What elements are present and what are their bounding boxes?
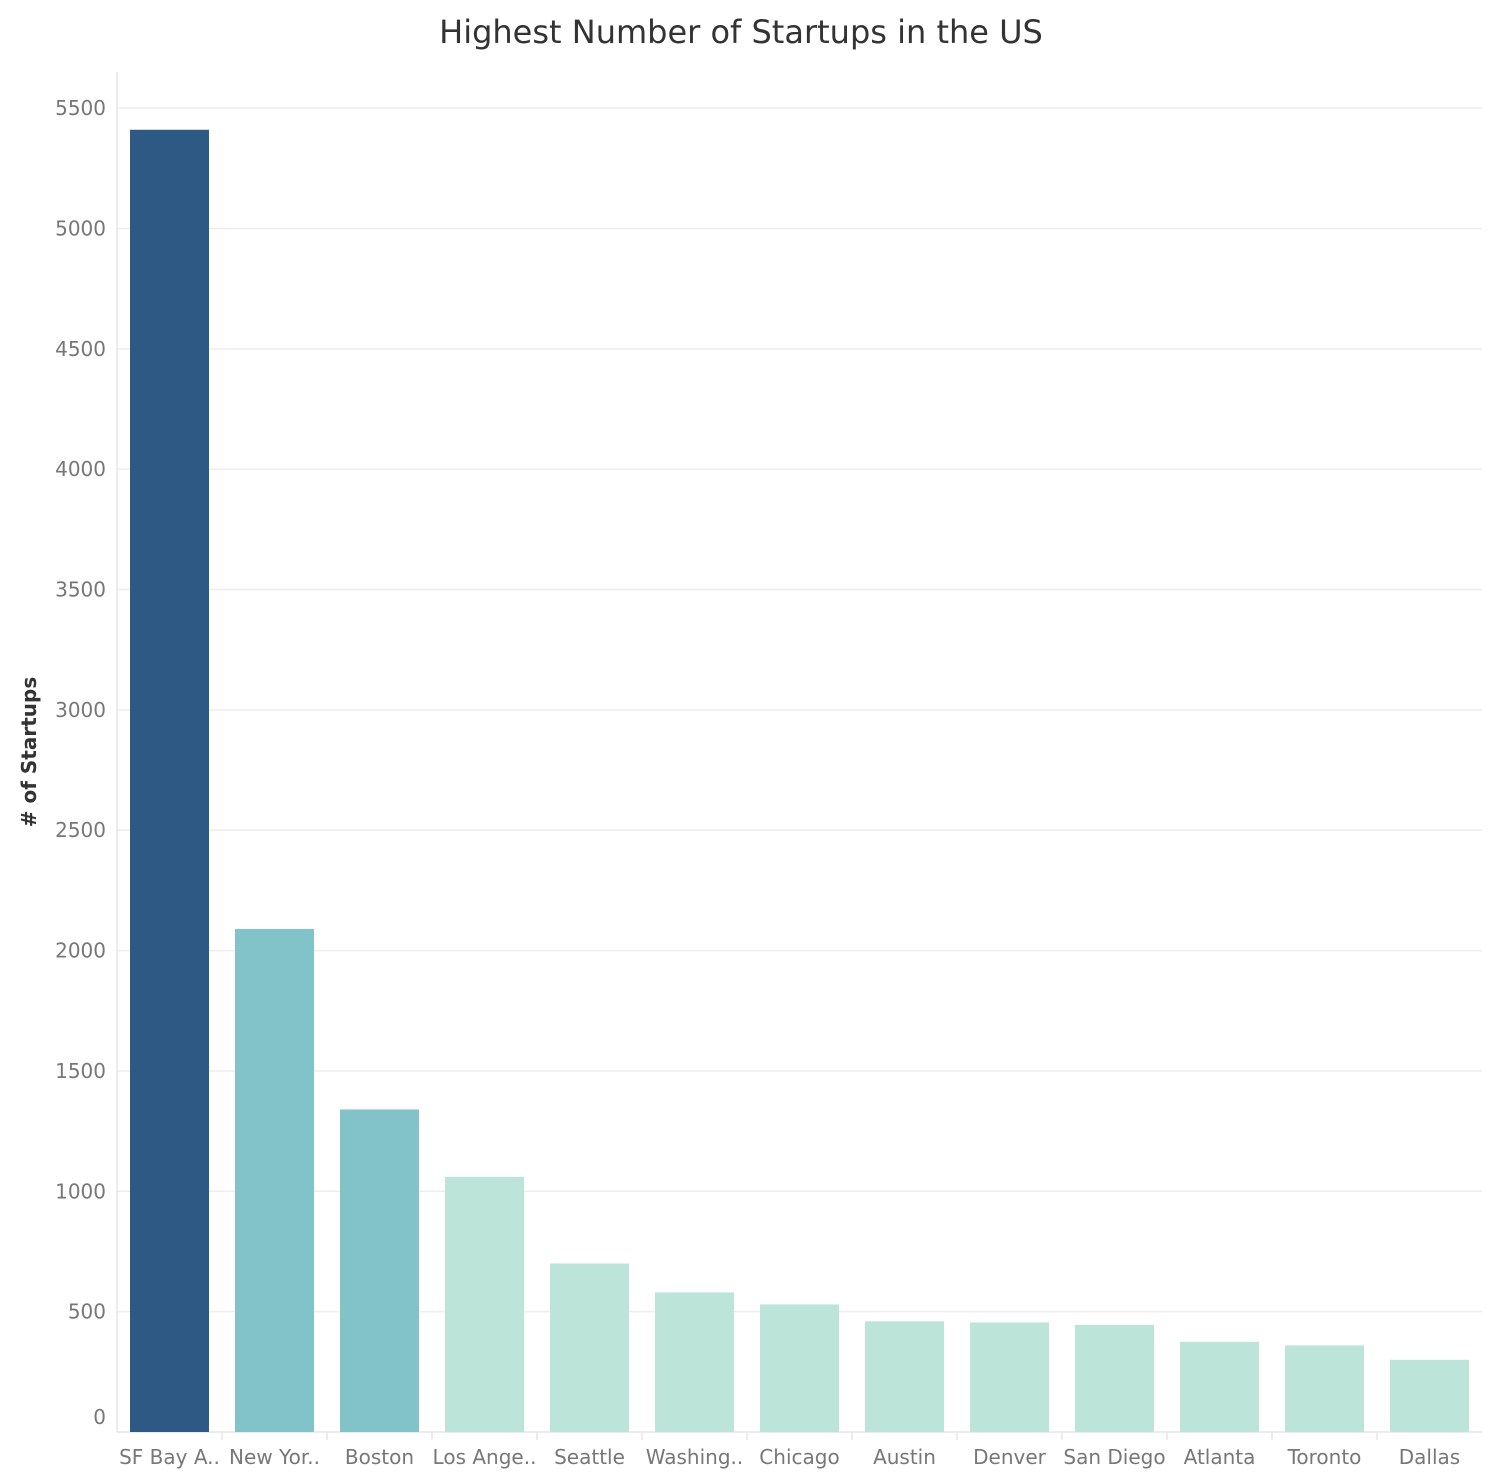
- y-tick-label: 4000: [55, 457, 106, 481]
- x-tick-label: Austin: [873, 1445, 936, 1469]
- y-tick-label: 5000: [55, 216, 106, 240]
- bars: [130, 129, 1469, 1433]
- x-tick-label: Denver: [973, 1445, 1047, 1469]
- gridlines: [117, 107, 1482, 1313]
- x-tick-label: Boston: [345, 1445, 414, 1469]
- x-tick-label: Seattle: [554, 1445, 625, 1469]
- bar[interactable]: [1075, 1324, 1154, 1432]
- axes: [116, 72, 1482, 1440]
- x-tick-label: New Yor..: [229, 1445, 320, 1469]
- x-tick-label: SF Bay A..: [119, 1445, 220, 1469]
- y-tick-label: 2500: [55, 818, 106, 842]
- bar[interactable]: [445, 1176, 524, 1432]
- x-tick-label: Los Ange..: [433, 1445, 537, 1469]
- bar[interactable]: [235, 928, 314, 1432]
- bar[interactable]: [340, 1109, 419, 1432]
- y-tick-label: 0: [93, 1405, 106, 1429]
- bar[interactable]: [865, 1321, 944, 1432]
- y-tick-label: 3000: [55, 698, 106, 722]
- x-tick-labels: SF Bay A.. New Yor.. Boston Los Ange.. Seatt…: [119, 1445, 1460, 1469]
- bar[interactable]: [130, 129, 209, 1433]
- y-tick-label: 2000: [55, 939, 106, 963]
- bar[interactable]: [655, 1292, 734, 1432]
- x-tick-label: Chicago: [759, 1445, 839, 1469]
- x-tick-label: San Diego: [1063, 1445, 1165, 1469]
- y-tick-label: 1000: [55, 1179, 106, 1203]
- y-tick-label: 1500: [55, 1059, 106, 1083]
- x-tick-label: Dallas: [1399, 1445, 1460, 1469]
- chart-title: Highest Number of Startups in the US: [439, 13, 1043, 51]
- y-tick-label: 5500: [55, 96, 106, 120]
- bar[interactable]: [1390, 1359, 1469, 1432]
- y-tick-label: 3500: [55, 578, 106, 602]
- y-tick-labels: 0 500 1000 1500 2000 2500 3000 3500 4000 4500 5000…: [55, 96, 106, 1429]
- y-tick-label: 500: [68, 1300, 106, 1324]
- bar[interactable]: [760, 1304, 839, 1432]
- x-tick-label: Atlanta: [1184, 1445, 1256, 1469]
- bar[interactable]: [1285, 1345, 1364, 1432]
- bar[interactable]: [970, 1322, 1049, 1432]
- bar[interactable]: [1180, 1341, 1259, 1432]
- y-axis-title: # of Startups: [17, 677, 41, 827]
- y-tick-label: 4500: [55, 337, 106, 361]
- x-tick-label: Washing..: [646, 1445, 744, 1469]
- bar[interactable]: [550, 1263, 629, 1432]
- x-tick-label: Toronto: [1287, 1445, 1362, 1469]
